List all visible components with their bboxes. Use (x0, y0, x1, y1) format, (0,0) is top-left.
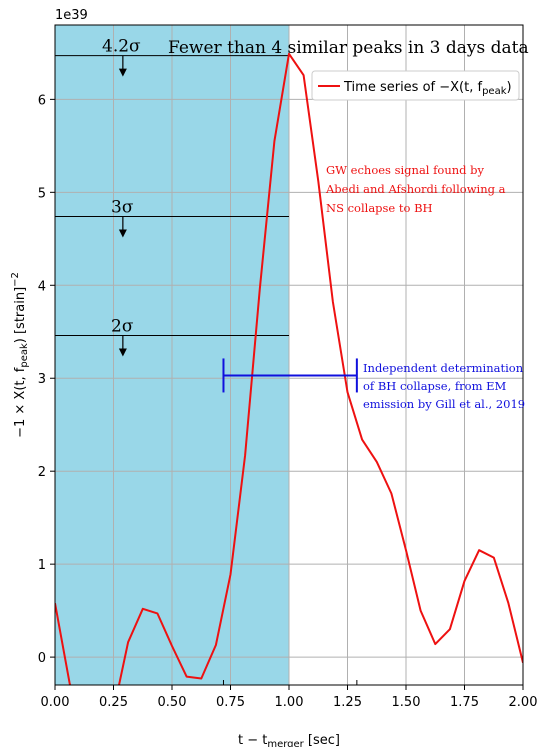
threshold-label: 4.2σ (102, 37, 141, 57)
y-ticks: 0 1 2 3 4 5 6 (38, 93, 55, 666)
series-layer (55, 52, 523, 685)
echo-annotation-line: Abedi and Afshordi following a (325, 182, 506, 196)
x-tick-label: 0.75 (216, 695, 245, 710)
top-note: Fewer than 4 similar peaks in 3 days dat… (168, 38, 529, 58)
x-ticks: 0.00 0.25 0.50 0.75 1.00 1.25 1.50 1.75 2.00 (41, 680, 538, 710)
error-bar (222, 358, 358, 393)
plot-area: 4.2σ 3σ 2σ (54, 24, 524, 686)
legend: Time series of −X(t, fpeak) (311, 70, 520, 101)
offset-text: 1e39 (55, 8, 88, 23)
threshold-label: 2σ (111, 316, 134, 336)
y-tick-label: 2 (38, 465, 46, 480)
echo-annotation-line: GW echoes signal found by (326, 163, 485, 177)
echo-annotation: GW echoes signal found by Abedi and Afsh… (325, 163, 506, 215)
echo-annotation-line: NS collapse to BH (326, 201, 433, 215)
y-axis-label: −1 × X(t, fpeak) [strain]−2 (10, 272, 30, 438)
y-tick-label: 5 (38, 186, 46, 201)
x-tick-label: 0.00 (41, 695, 70, 710)
threshold-lines: 4.2σ 3σ 2σ (55, 37, 289, 357)
x-tick-label: 0.50 (158, 695, 187, 710)
series-line (55, 52, 523, 685)
x-tick-label: 2.00 (509, 695, 538, 710)
x-tick-label: 1.00 (275, 695, 304, 710)
y-tick-label: 0 (38, 651, 46, 666)
x-axis-label: t − tmerger [sec] (238, 733, 340, 747)
legend-box (311, 70, 520, 101)
threshold-arrow-head (118, 229, 127, 238)
x-tick-label: 1.50 (392, 695, 421, 710)
x-tick-label: 1.25 (333, 695, 362, 710)
y-tick-label: 1 (38, 558, 46, 573)
bh-annotation-line: Independent determination (363, 361, 524, 375)
x-tick-label: 1.75 (450, 695, 479, 710)
y-tick-label: 3 (38, 372, 46, 387)
x-tick-label: 0.25 (99, 695, 128, 710)
threshold-arrow-head (118, 68, 127, 77)
threshold-arrow-head (118, 348, 127, 357)
bh-annotation-line: of BH collapse, from EM (363, 379, 507, 393)
threshold-label: 3σ (111, 197, 134, 217)
bh-annotation-line: emission by Gill et al., 2019 (363, 397, 525, 411)
legend-label: Time series of −X(t, fpeak) (343, 80, 512, 97)
y-tick-label: 6 (38, 93, 46, 108)
bh-collapse-annotation: Independent determination of BH collapse… (363, 361, 525, 411)
y-tick-label: 4 (38, 279, 46, 294)
